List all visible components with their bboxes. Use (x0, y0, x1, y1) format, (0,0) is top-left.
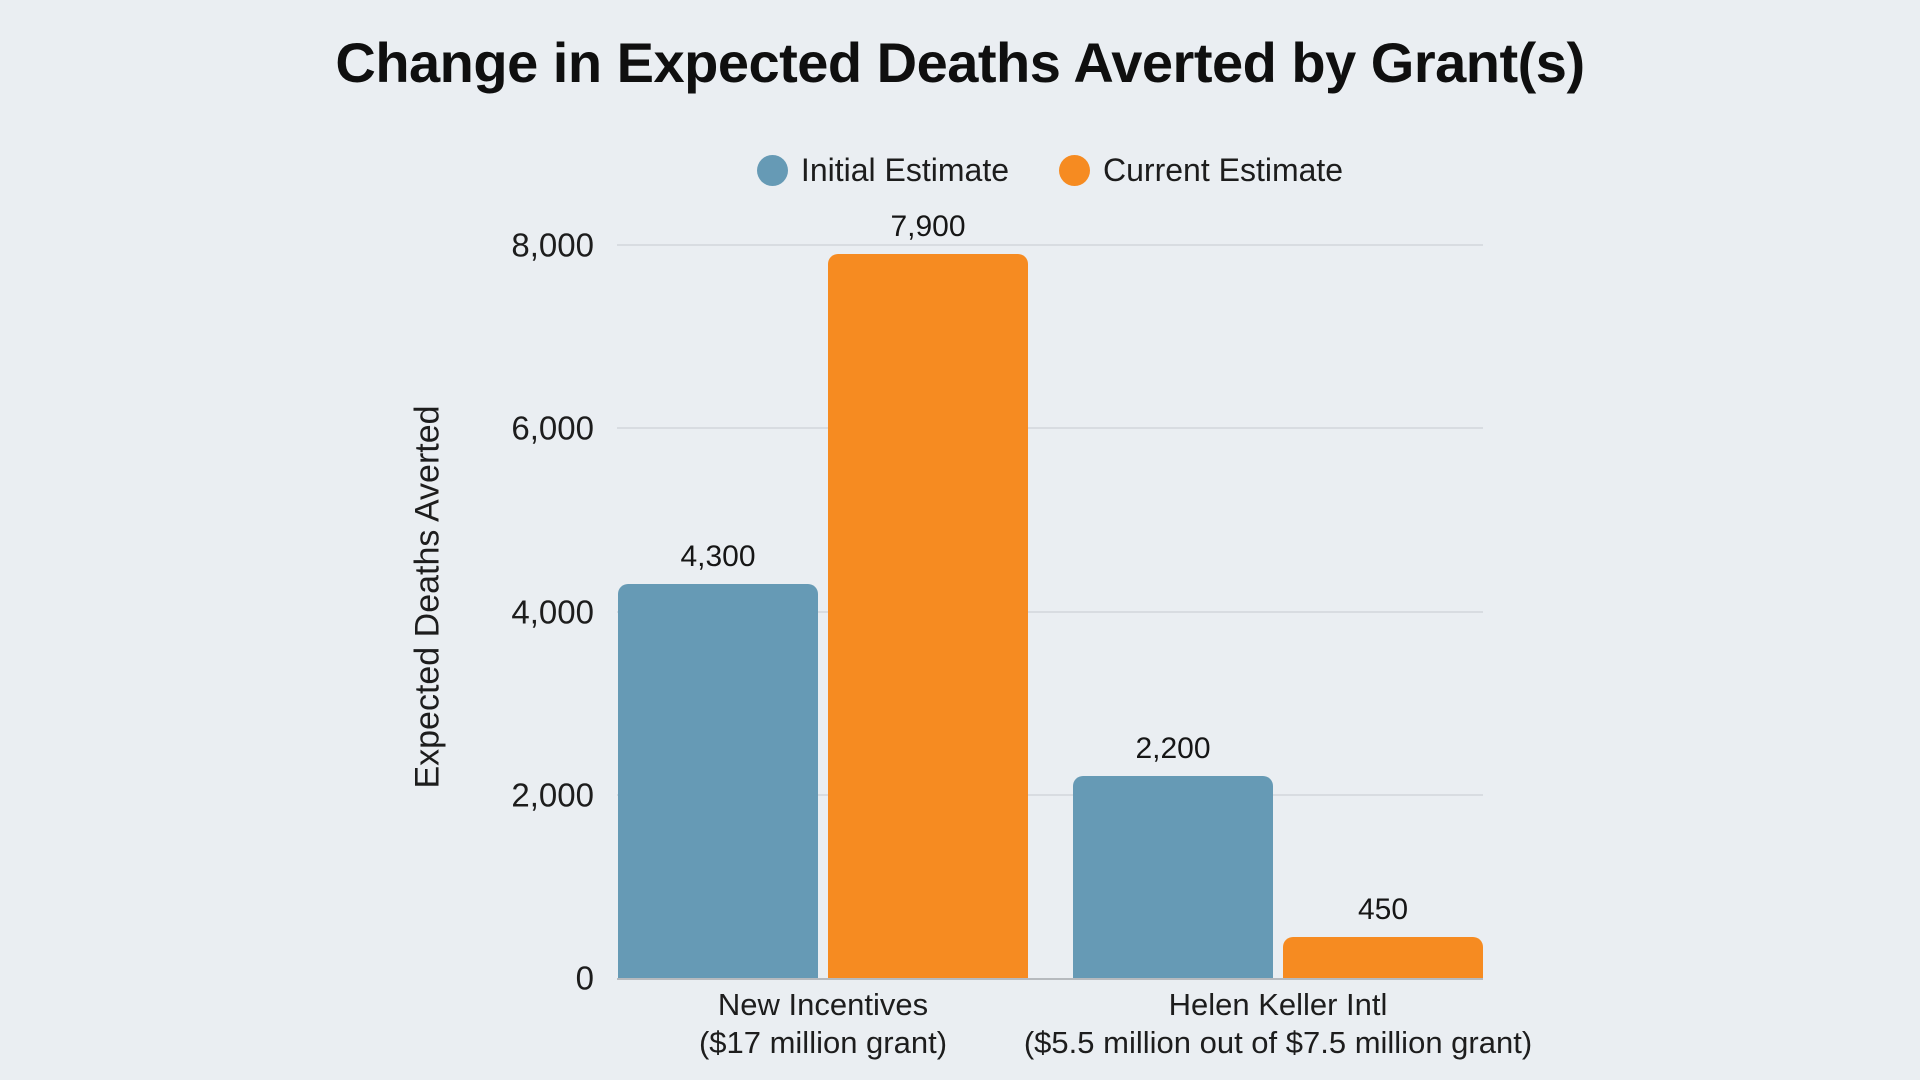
bar-value-label: 2,200 (1135, 732, 1211, 765)
bar (828, 254, 1028, 978)
chart-title: Change in Expected Deaths Averted by Gra… (335, 31, 1585, 94)
legend-swatch-initial-estimate-icon (756, 154, 788, 186)
x-axis-category-labels: New Incentives ($17 million grant) Helen K… (617, 986, 1532, 1076)
y-axis-tick-labels: 0 2,000 4,000 6,000 8,000 (0, 229, 594, 995)
bar (1283, 937, 1483, 978)
bar-value-label: 7,900 (890, 210, 966, 243)
gridline-4000 (617, 610, 1483, 613)
category-label-line2: ($5.5 million out of $7.5 million grant) (1023, 1025, 1533, 1060)
y-tick-label: 6,000 (511, 409, 594, 447)
legend-item-initial-estimate: Initial Estimate (756, 152, 1009, 188)
bar-value-label: 450 (1357, 893, 1409, 926)
category-label: New Incentives ($17 million grant) (523, 986, 1123, 1062)
legend-item-current-estimate: Current Estimate (1059, 154, 1343, 186)
category-label-line2: ($17 million grant) (698, 1025, 948, 1060)
legend-label-initial-estimate: Initial Estimate (800, 152, 1009, 188)
category-label: Helen Keller Intl ($5.5 million out of $7… (978, 986, 1578, 1062)
legend-swatch-current-estimate-icon (1059, 154, 1090, 186)
gridline-6000 (617, 427, 1483, 430)
gridline-2000 (617, 793, 1483, 796)
category-label-line1: New Incentives (717, 987, 929, 1022)
bar (618, 584, 818, 978)
plot-area: 4,300 7,900 2,200 450 (617, 212, 1483, 980)
legend-label-current-estimate: Current Estimate (1103, 152, 1344, 188)
gridline-8000 (617, 244, 1483, 246)
y-tick-label: 0 (575, 959, 594, 997)
y-tick-label: 8,000 (511, 226, 594, 264)
bar-value-label: 4,300 (680, 540, 756, 573)
legend: Initial Estimate Current Estimate (617, 146, 1483, 194)
y-tick-label: 4,000 (511, 593, 594, 630)
bar (1073, 776, 1273, 978)
category-label-line1: Helen Keller Intl (1168, 987, 1388, 1022)
y-tick-label: 2,000 (511, 776, 594, 814)
